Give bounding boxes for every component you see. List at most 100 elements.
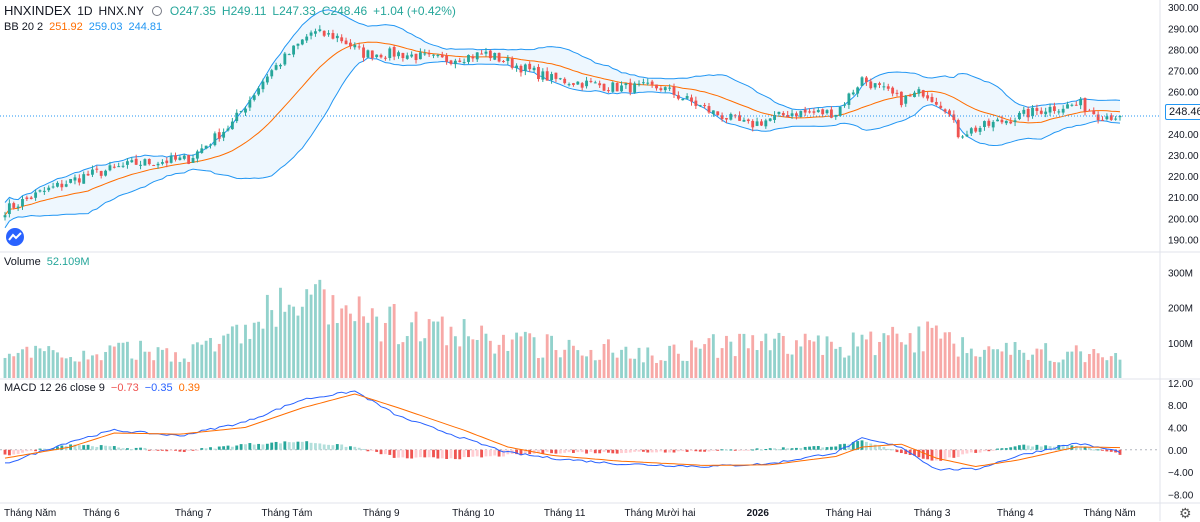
volume-bar: [327, 324, 330, 378]
macd-histogram-bar: [1105, 449, 1109, 452]
interval-label[interactable]: 1D: [77, 3, 93, 18]
candle-body: [1074, 104, 1078, 106]
candle-body: [12, 203, 16, 208]
volume-bar: [843, 357, 846, 378]
volume-bar: [1074, 345, 1078, 378]
candle-body: [445, 55, 449, 62]
candle-body: [418, 52, 422, 60]
candle-body: [939, 105, 943, 108]
volume-bar: [720, 348, 724, 378]
candle-body: [112, 166, 116, 168]
macd-histogram-bar: [904, 449, 908, 455]
volume-bar: [585, 356, 588, 378]
volume-bar: [370, 308, 374, 378]
volume-bar: [1061, 359, 1065, 378]
macd-histogram-bar: [593, 449, 597, 454]
volume-bar: [502, 334, 505, 378]
macd-histogram-bar: [943, 449, 947, 460]
macd-histogram-bar: [1022, 444, 1026, 450]
macd-histogram-bar: [244, 444, 247, 450]
macd-histogram-bar: [108, 446, 112, 450]
candle-body: [641, 82, 645, 84]
candle-body: [711, 110, 715, 114]
time-axis-label: Tháng Năm: [1083, 508, 1135, 519]
price-axis-tick: 230.00: [1168, 151, 1199, 162]
volume-bar: [47, 346, 51, 378]
candle-body: [864, 77, 868, 83]
macd-histogram-bar: [1092, 449, 1096, 451]
candle-body: [257, 88, 261, 95]
volume-bar: [204, 340, 208, 378]
candle-body: [681, 99, 685, 101]
gear-icon[interactable]: ⚙: [1179, 505, 1192, 521]
candle-body: [515, 65, 519, 69]
candle-body: [16, 206, 20, 208]
candle-body: [795, 113, 798, 117]
macd-histogram-bar: [388, 449, 392, 455]
volume-bar: [7, 353, 11, 378]
macd-histogram-bar: [1000, 448, 1004, 450]
volume-bar: [156, 347, 160, 378]
candle-body: [672, 86, 676, 95]
volume-bar: [357, 296, 361, 378]
candle-body: [248, 100, 252, 108]
macd-histogram-bar: [764, 449, 768, 451]
candle-body: [506, 57, 510, 61]
macd-histogram-bar: [51, 448, 55, 450]
volume-bar: [523, 331, 527, 378]
macd-histogram-bar: [60, 445, 64, 450]
candle-body: [576, 81, 580, 85]
time-axis-label: Tháng Năm: [4, 508, 56, 519]
volume-bar: [996, 349, 999, 378]
volume-bar: [873, 355, 877, 378]
candle-body: [1105, 116, 1109, 120]
volume-bar: [239, 343, 243, 378]
tradingview-logo-icon[interactable]: [6, 228, 24, 246]
candle-body: [943, 109, 947, 112]
macd-histogram-bar: [685, 449, 689, 452]
volume-bar: [799, 346, 803, 378]
macd-histogram-bar: [939, 449, 943, 461]
candle-body: [834, 114, 838, 117]
macd-histogram-bar: [1052, 446, 1056, 450]
macd-histogram-bar: [795, 447, 798, 450]
candle-body: [886, 86, 890, 89]
bb-legend[interactable]: BB 20 2 251.92 259.03 244.81: [4, 21, 162, 33]
volume-bar: [427, 319, 431, 378]
volume-bar: [200, 344, 204, 378]
candle-body: [974, 127, 978, 132]
volume-bar: [235, 324, 239, 378]
volume-bar: [139, 340, 142, 378]
macd-histogram-bar: [239, 444, 243, 450]
volume-bar: [331, 295, 335, 378]
candle-body: [423, 53, 427, 55]
candle-body: [523, 64, 527, 72]
candle-body: [29, 197, 33, 200]
candle-body: [1018, 112, 1021, 120]
macd-histogram-bar: [383, 449, 387, 455]
volume-bar: [117, 342, 121, 378]
candle-body: [978, 128, 982, 132]
candle-body: [1022, 109, 1026, 114]
macd-histogram-bar: [1079, 447, 1083, 450]
macd-histogram-bar: [585, 449, 588, 454]
candle-body: [322, 30, 326, 36]
macd-histogram-bar: [230, 446, 234, 450]
macd-histogram-bar: [112, 446, 116, 450]
candle-body: [615, 83, 619, 92]
macd-histogram-bar: [401, 449, 405, 458]
volume-legend[interactable]: Volume 52.109M: [4, 256, 90, 268]
candle-body: [1013, 120, 1017, 123]
macd-histogram-bar: [983, 449, 986, 452]
last-price-label: 248.46: [1165, 104, 1200, 120]
symbol-name[interactable]: HNXINDEX: [4, 3, 72, 18]
candle-body: [3, 215, 7, 218]
macd-legend[interactable]: MACD 12 26 close 9 −0.73 −0.35 0.39: [4, 382, 200, 394]
candle-body: [768, 118, 772, 121]
candle-body: [318, 29, 322, 32]
volume-bar: [637, 347, 641, 378]
volume-bar: [694, 347, 698, 378]
candle-body: [969, 128, 973, 134]
candle-body: [668, 87, 672, 89]
